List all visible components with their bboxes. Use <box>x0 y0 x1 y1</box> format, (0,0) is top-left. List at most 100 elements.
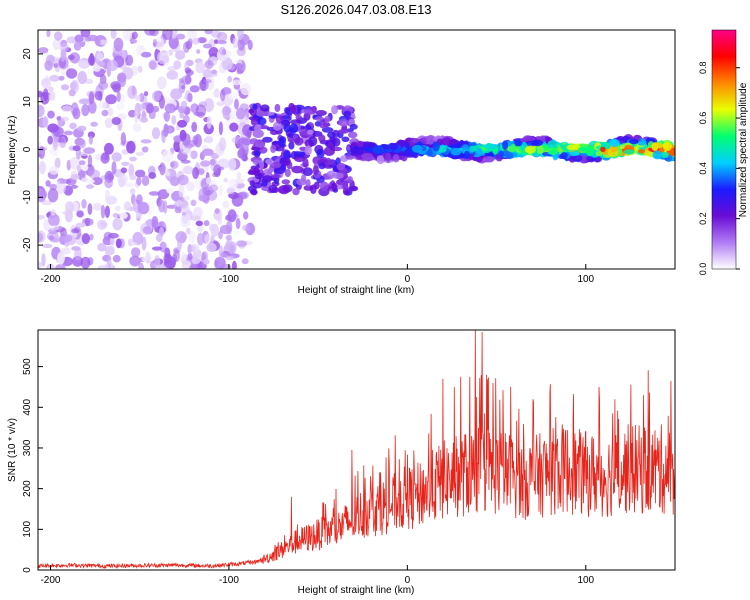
heatmap-cell <box>178 175 189 186</box>
heatmap-cell <box>119 213 128 219</box>
heatmap-cell <box>192 167 199 179</box>
heatmap-cell <box>486 156 494 162</box>
heatmap-cell <box>152 91 161 102</box>
heatmap-cell <box>305 179 310 187</box>
heatmap-cell <box>112 84 121 93</box>
heatmap-cell <box>104 143 114 155</box>
heatmap-cell <box>117 174 128 185</box>
heatmap-cell <box>192 38 200 45</box>
heatmap-cell <box>509 145 516 151</box>
heatmap-cell <box>525 137 536 141</box>
heatmap-cell <box>112 152 122 161</box>
heatmap-cell <box>316 149 324 158</box>
heatmap-cell <box>48 86 54 92</box>
heatmap-cell <box>46 30 50 38</box>
heatmap-cell <box>289 123 298 133</box>
heatmap-cell <box>586 156 593 161</box>
heatmap-cell <box>301 109 313 114</box>
heatmap-cell <box>152 216 159 229</box>
heatmap-cell <box>291 166 303 171</box>
heatmap-cell <box>207 116 212 129</box>
heatmap-cell <box>257 117 266 125</box>
heatmap-cell <box>65 210 73 223</box>
heatmap-cell <box>131 247 140 257</box>
heatmap-cell <box>179 112 184 118</box>
heatmap-cell <box>86 184 94 189</box>
heatmap-cell <box>148 172 156 179</box>
heatmap-cell <box>61 117 69 122</box>
heatmap-cell <box>250 180 255 186</box>
heatmap-cell <box>69 123 77 130</box>
heatmap-cell <box>290 105 296 114</box>
heatmap-cell <box>93 203 102 211</box>
heatmap-cell <box>200 160 210 167</box>
heatmap-cell <box>159 162 165 175</box>
heatmap-cell <box>51 209 56 216</box>
heatmap-cell <box>35 142 42 147</box>
heatmap-cell <box>182 75 191 85</box>
heatmap-cell <box>47 136 53 145</box>
heatmap-cell <box>308 136 317 146</box>
heatmap-cell <box>226 235 232 241</box>
heatmap-cell <box>132 32 138 40</box>
heatmap-cell <box>566 145 576 150</box>
heatmap-cell <box>331 105 338 114</box>
snr-x-label: Height of straight line (km) <box>298 585 415 596</box>
heatmap-cell <box>81 27 91 38</box>
heatmap-cell <box>170 161 178 169</box>
heatmap-cell <box>186 228 191 235</box>
heatmap-cell <box>310 184 317 194</box>
heatmap-cell <box>42 116 48 127</box>
heatmap-cell <box>238 38 245 51</box>
heatmap-cell <box>130 188 136 194</box>
heatmap-cell <box>64 131 73 136</box>
heatmap-cell <box>187 244 191 255</box>
heatmap-cell <box>190 150 197 159</box>
heatmap-cell <box>252 104 257 110</box>
heatmap-cell <box>39 161 46 175</box>
heatmap-cell <box>139 117 148 122</box>
heatmap-cell <box>88 203 93 215</box>
heatmap-cell <box>157 76 167 89</box>
heatmap-cell <box>253 167 260 177</box>
heatmap-cell <box>228 92 238 100</box>
heatmap-cell <box>190 85 200 92</box>
heatmap-cell <box>219 245 223 259</box>
heatmap-cell <box>152 127 160 139</box>
heatmap-cell <box>164 112 170 122</box>
heatmap-cell <box>173 60 181 69</box>
heatmap-cell <box>219 47 226 56</box>
heatmap-cell <box>219 121 223 135</box>
heatmap-cell <box>88 155 92 168</box>
heatmap-cell <box>251 189 257 195</box>
heatmap-cell <box>117 91 121 102</box>
heatmap-cell <box>232 80 242 86</box>
x-tick-label: -200 <box>40 575 60 586</box>
heatmap-cell <box>69 89 76 96</box>
heatmap-cell <box>79 139 85 148</box>
heatmap-cell <box>111 29 117 39</box>
heatmap-cell <box>142 175 150 186</box>
heatmap-cell <box>348 132 358 139</box>
heatmap-cell <box>207 73 218 77</box>
x-tick-label: -100 <box>219 274 239 285</box>
heatmap-cell <box>146 104 154 114</box>
heatmap-cell <box>101 205 105 219</box>
heatmap-cell <box>181 101 187 109</box>
heatmap-cell <box>332 137 341 146</box>
heatmap-cell <box>355 148 364 155</box>
heatmap-cell <box>78 60 89 68</box>
heatmap-cell <box>61 248 71 255</box>
heatmap-cell <box>35 105 45 118</box>
heatmap-cell <box>225 240 231 250</box>
heatmap-cell <box>342 137 350 143</box>
heatmap-cell <box>209 185 219 192</box>
heatmap-cell <box>214 257 226 269</box>
heatmap-cell <box>129 175 136 180</box>
heatmap-cell <box>344 111 352 118</box>
heatmap-cell <box>89 135 93 144</box>
heatmap-cell <box>107 173 114 180</box>
heatmap-cell <box>234 99 239 110</box>
heatmap-cell <box>169 49 173 56</box>
